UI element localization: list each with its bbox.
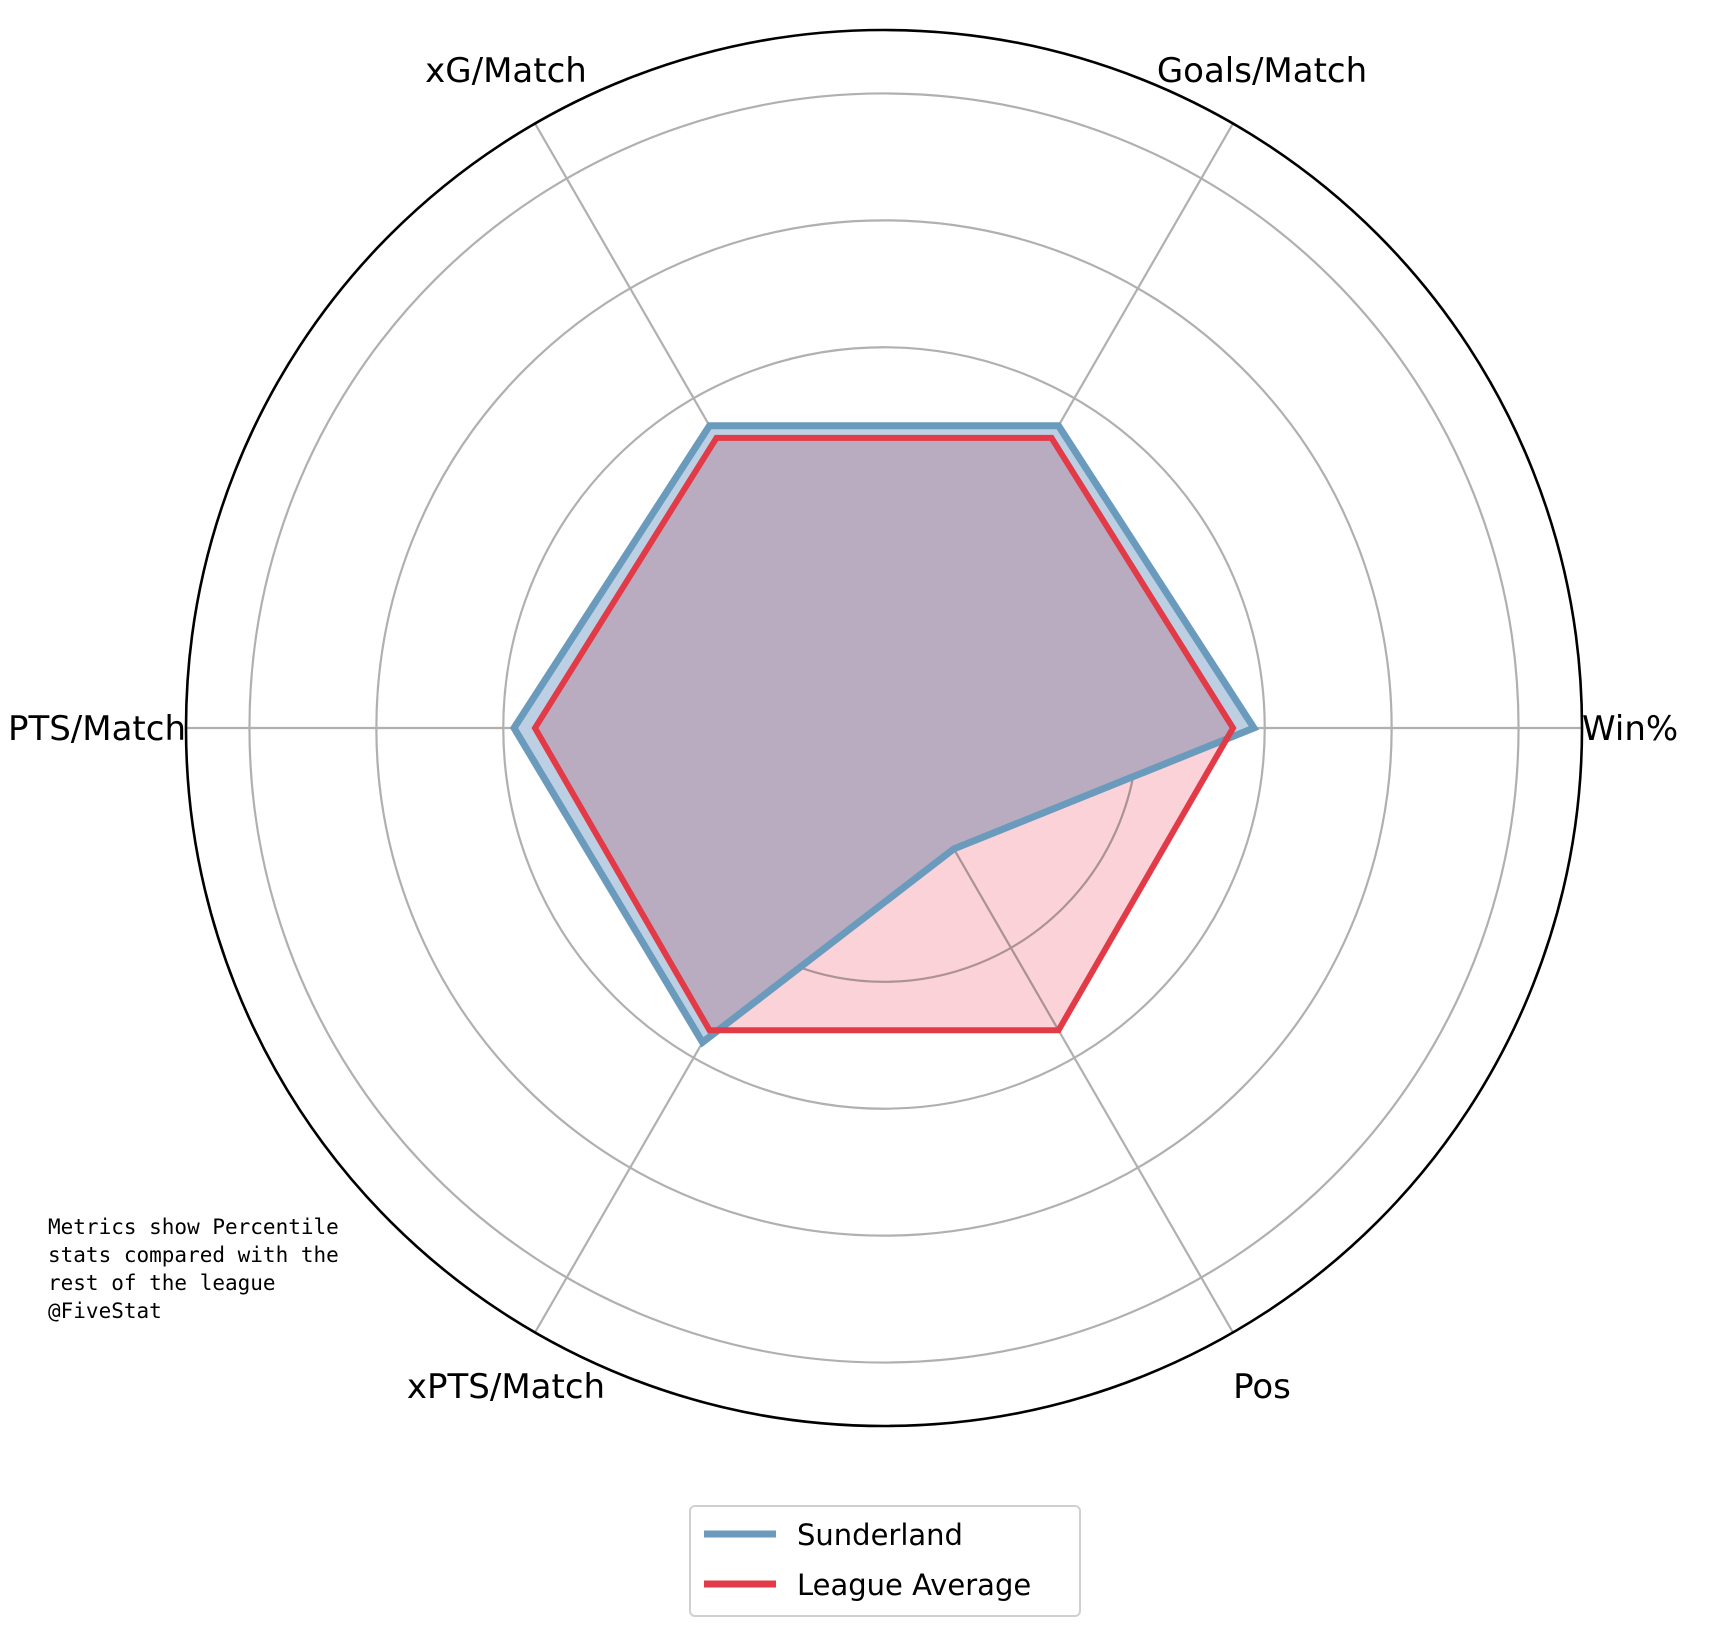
axis-label-pts-match: PTS/Match: [8, 709, 186, 749]
legend: Sunderland League Average: [689, 1505, 1081, 1617]
axis-label-xpts-match: xPTS/Match: [407, 1367, 605, 1407]
axis-label-win: Win%: [1582, 709, 1678, 749]
axis-label-goals-match: Goals/Match: [1157, 51, 1367, 91]
legend-label-league-average: League Average: [797, 1568, 1031, 1602]
axis-label-xg-match: xG/Match: [425, 51, 587, 91]
radar-series: [509, 422, 1260, 1048]
series-line-league-average: [531, 434, 1237, 1034]
axis-labels: Win% Goals/Match xG/Match PTS/Match xPTS/Mat…: [8, 51, 1678, 1407]
legend-box: [689, 1505, 1081, 1617]
note-credit: @FiveStat: [48, 1299, 162, 1323]
outer-ring: [184, 28, 1584, 1428]
note-line-3: rest of the league: [48, 1271, 276, 1295]
series-line-sunderland: [509, 422, 1260, 1048]
series-fill-league-average: [535, 437, 1233, 1031]
legend-label-sunderland: Sunderland: [797, 1518, 963, 1552]
note-line-2: stats compared with the: [48, 1243, 339, 1267]
axis-label-pos: Pos: [1233, 1367, 1291, 1407]
note-line-1: Metrics show Percentile: [48, 1215, 339, 1239]
note-text: Metrics show Percentile stats compared w…: [48, 1215, 351, 1323]
